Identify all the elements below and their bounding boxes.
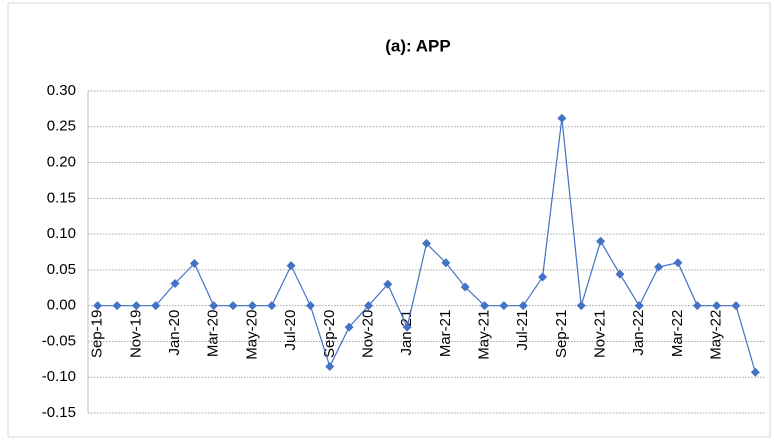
point-marker <box>170 278 180 288</box>
x-tick-label: Mar-20 <box>205 310 222 358</box>
point-marker <box>499 301 509 311</box>
point-marker <box>325 361 335 371</box>
y-tick-label: -0.10 <box>42 368 76 385</box>
point-marker <box>131 301 141 311</box>
y-tick-label: 0.20 <box>47 154 76 171</box>
y-tick-label: 0.00 <box>47 297 76 314</box>
point-marker <box>712 301 722 311</box>
point-marker <box>576 301 586 311</box>
x-tick-label: Nov-19 <box>127 310 144 358</box>
point-marker <box>112 301 122 311</box>
point-marker <box>480 301 490 311</box>
point-marker <box>267 301 277 311</box>
point-marker <box>151 301 161 311</box>
x-tick-label: Mar-22 <box>669 310 686 358</box>
point-marker <box>692 301 702 311</box>
point-marker <box>189 258 199 268</box>
point-marker <box>344 322 354 332</box>
x-tick-label: Mar-21 <box>437 310 454 358</box>
point-marker <box>634 301 644 311</box>
y-tick-label: 0.30 <box>47 82 76 99</box>
x-tick-label: Jan-20 <box>166 310 183 356</box>
x-tick-label: Jul-20 <box>282 310 299 351</box>
x-tick-label: Sep-19 <box>89 310 106 358</box>
point-marker <box>228 301 238 311</box>
point-marker <box>615 269 625 279</box>
x-tick-label: Jul-21 <box>514 310 531 351</box>
y-tick-label: 0.10 <box>47 225 76 242</box>
point-marker <box>654 262 664 272</box>
point-marker <box>422 238 431 248</box>
chart-title: (a): APP <box>385 36 451 55</box>
x-tick-label: May-20 <box>243 310 260 360</box>
x-tick-label: Jan-21 <box>398 310 415 356</box>
point-marker <box>209 301 219 311</box>
point-marker <box>731 301 741 311</box>
point-marker <box>596 236 606 246</box>
chart-border <box>7 2 771 438</box>
y-tick-label: -0.15 <box>42 404 76 421</box>
point-marker <box>363 301 373 311</box>
point-marker <box>93 301 103 311</box>
y-tick-label: 0.15 <box>47 189 76 206</box>
point-marker <box>441 258 451 268</box>
x-tick-label: Sep-20 <box>321 310 338 358</box>
point-marker <box>247 301 257 311</box>
x-tick-label: Nov-21 <box>592 310 609 358</box>
point-marker <box>538 272 548 282</box>
x-tick-label: Sep-21 <box>553 310 570 358</box>
x-tick-label: Jan-22 <box>630 310 647 356</box>
point-marker <box>518 301 528 311</box>
x-tick-label: May-21 <box>475 310 492 360</box>
point-marker <box>557 113 567 123</box>
y-tick-label: -0.05 <box>42 332 76 349</box>
y-tick-label: 0.05 <box>47 261 76 278</box>
point-marker <box>383 279 393 289</box>
y-tick-label: 0.25 <box>47 118 76 135</box>
point-marker <box>460 282 470 292</box>
x-tick-label: May-22 <box>708 310 725 360</box>
point-marker <box>286 261 296 271</box>
x-tick-label: Nov-20 <box>359 310 376 358</box>
point-marker <box>402 322 412 332</box>
point-marker <box>673 258 683 268</box>
point-marker <box>750 367 760 377</box>
point-marker <box>305 301 315 311</box>
